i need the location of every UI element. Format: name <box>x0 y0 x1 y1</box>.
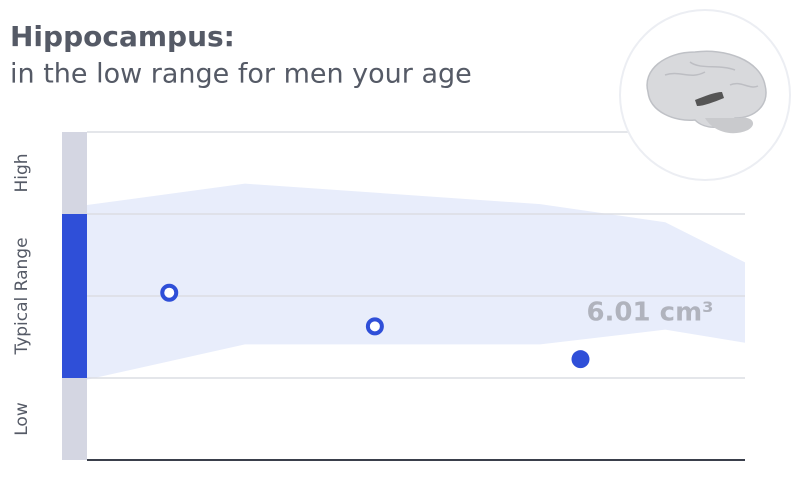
chart-subtitle: in the low range for men your age <box>10 59 472 90</box>
value-annotation: 6.01 cm³ <box>586 298 713 328</box>
zone-label: High <box>12 153 32 192</box>
zone-label: Low <box>12 402 32 436</box>
plot: Low Typical Range High <box>12 131 745 461</box>
typical-band <box>87 183 745 380</box>
zone-label: Typical Range <box>12 237 32 355</box>
brain-icon <box>619 9 791 181</box>
data-point <box>571 350 590 369</box>
data-point <box>160 283 179 302</box>
zone-bar <box>62 378 87 460</box>
zone-bar <box>62 214 87 378</box>
chart-title: Hippocampus: <box>10 20 235 53</box>
zone-bar <box>62 132 87 214</box>
data-point <box>365 317 384 336</box>
